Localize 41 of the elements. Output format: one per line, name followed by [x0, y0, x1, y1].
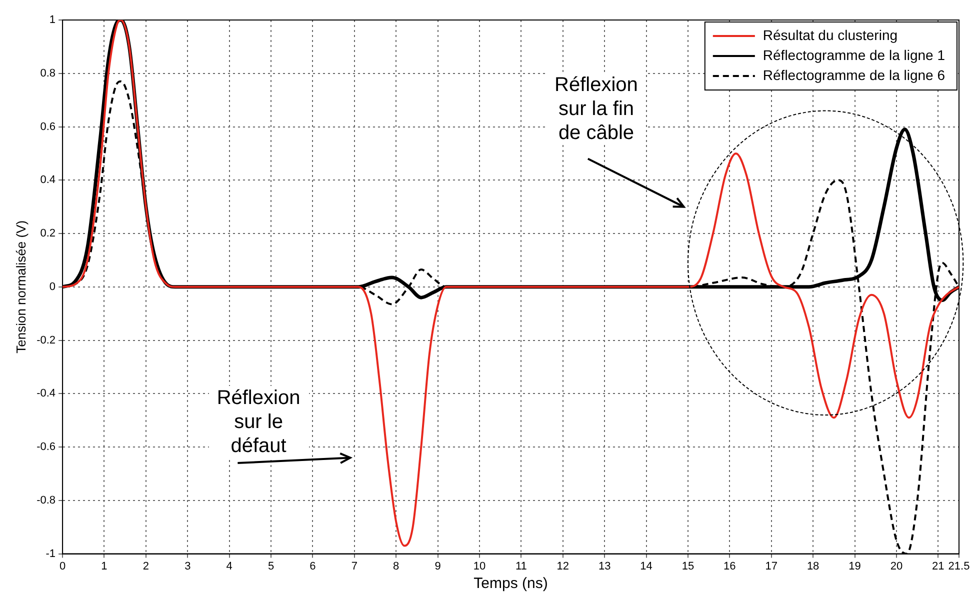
x-tick-label: 0: [59, 560, 66, 572]
x-tick-label: 5: [268, 560, 274, 572]
x-tick-label: 8: [393, 560, 400, 572]
x-tick-label: 18: [806, 560, 820, 572]
x-tick-label: 12: [556, 560, 570, 572]
y-tick-label: 0.8: [40, 67, 56, 80]
annotation: Réflexion sur la fin de câble: [546, 73, 646, 146]
x-tick-label: 16: [724, 560, 736, 572]
y-axis-title: Tension normalisée (V): [13, 220, 28, 354]
x-tick-label: 3: [184, 560, 191, 572]
x-tick-label: 7: [351, 560, 358, 572]
y-tick-label: 0.2: [40, 228, 56, 240]
x-tick-label: 14: [640, 560, 652, 572]
x-tick-label: 21: [932, 560, 944, 572]
x-tick-label: 17: [765, 560, 778, 572]
x-axis-title: Temps (ns): [474, 575, 548, 592]
x-tick-label: 19: [848, 560, 861, 572]
x-tick-label: 15: [682, 560, 694, 572]
x-tick-label: 21.5: [948, 560, 970, 572]
y-tick-label: -0.8: [36, 494, 56, 506]
x-tick-label: 10: [473, 560, 486, 572]
x-tick-label: 4: [226, 560, 232, 572]
legend-label: Réflectogramme de la ligne 1: [762, 46, 946, 63]
annotation: Réflexion sur le défaut: [208, 386, 309, 458]
y-tick-label: -1: [46, 548, 56, 560]
x-tick-label: 11: [515, 560, 527, 572]
x-tick-label: 6: [310, 560, 316, 572]
y-tick-label: 0.6: [40, 120, 56, 133]
x-tick-label: 9: [434, 560, 441, 572]
x-tick-label: 13: [598, 560, 611, 572]
y-tick-label: 0.4: [40, 174, 56, 186]
y-tick-label: -0.2: [36, 334, 56, 346]
legend-label: Réflectogramme de la ligne 6: [762, 66, 946, 83]
y-tick-label: 1: [49, 14, 56, 26]
y-tick-label: 0: [49, 280, 56, 293]
x-tick-label: 1: [101, 560, 108, 572]
y-tick-label: -0.4: [36, 388, 56, 400]
legend-label: Résultat du clustering: [762, 26, 898, 43]
y-tick-label: -0.6: [36, 441, 56, 454]
x-tick-label: 2: [142, 560, 150, 572]
x-tick-label: 20: [890, 560, 903, 572]
